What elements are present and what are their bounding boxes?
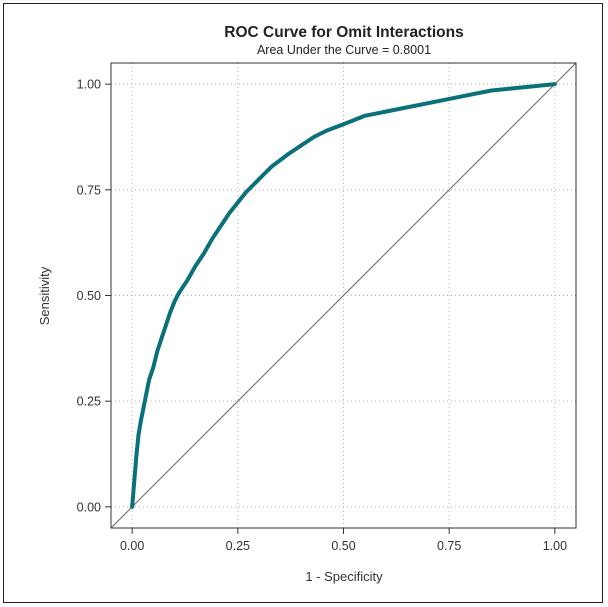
reference-diagonal-line xyxy=(110,62,577,529)
roc-chart: ROC Curve for Omit Interactions Area Und… xyxy=(37,24,577,584)
y-tick-label-2: 0.50 xyxy=(77,289,101,303)
y-tick-label-3: 0.75 xyxy=(77,183,101,197)
x-tick-label-0: 0.00 xyxy=(120,539,144,553)
y-axis-ticks: 0.00 0.25 0.50 0.75 1.00 xyxy=(77,78,111,514)
x-tick-label-4: 1.00 xyxy=(543,539,567,553)
x-tick-label-3: 0.75 xyxy=(437,539,461,553)
chart-subtitle: Area Under the Curve = 0.8001 xyxy=(257,43,431,57)
x-axis-ticks: 0.00 0.25 0.50 0.75 1.00 xyxy=(120,528,567,553)
chart-frame: ROC Curve for Omit Interactions Area Und… xyxy=(3,3,603,603)
y-tick-label-1: 0.25 xyxy=(77,395,101,409)
y-axis-label: Sensitivity xyxy=(37,266,52,325)
x-tick-label-1: 0.25 xyxy=(226,539,250,553)
series-layer xyxy=(110,62,577,529)
roc-curve-line xyxy=(130,82,557,509)
x-tick-label-2: 0.50 xyxy=(331,539,355,553)
x-axis-label: 1 - Specificity xyxy=(305,569,383,584)
y-tick-label-4: 1.00 xyxy=(77,78,101,92)
y-tick-label-0: 0.00 xyxy=(77,500,101,514)
chart-title: ROC Curve for Omit Interactions xyxy=(224,24,463,41)
